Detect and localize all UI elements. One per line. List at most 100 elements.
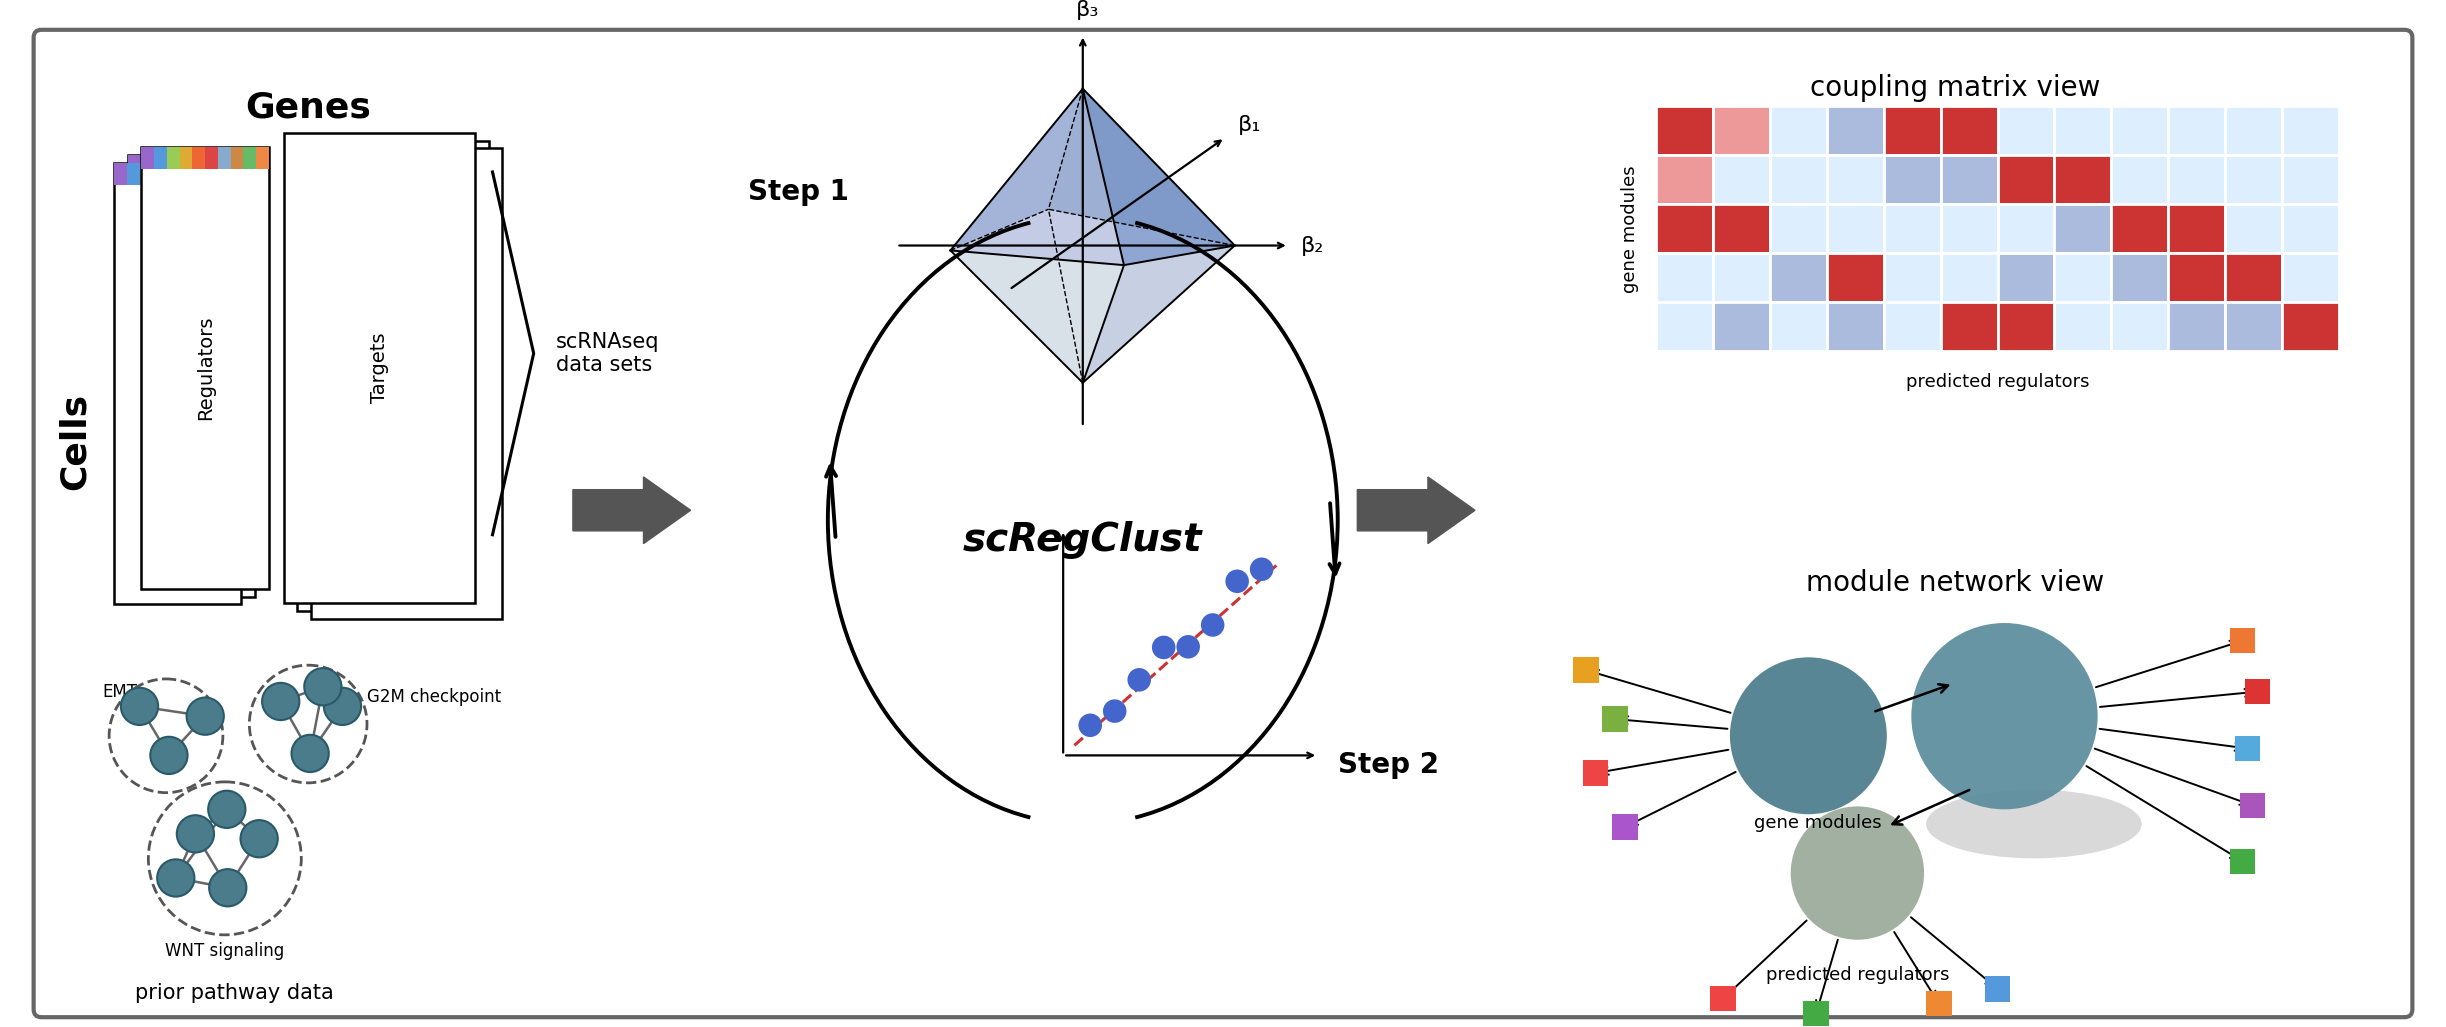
Bar — [139, 163, 152, 185]
Circle shape — [157, 860, 193, 897]
Bar — [1998, 106, 2055, 155]
Bar — [1998, 155, 2055, 204]
Circle shape — [149, 736, 188, 774]
Bar — [2226, 155, 2282, 204]
Bar — [1940, 155, 1998, 204]
Text: coupling matrix view: coupling matrix view — [1810, 74, 2101, 102]
Bar — [139, 155, 154, 177]
Text: module network view: module network view — [1805, 569, 2104, 597]
Bar — [1940, 106, 1998, 155]
Bar — [2111, 155, 2167, 204]
Bar — [2111, 106, 2167, 155]
Bar — [311, 149, 501, 619]
Bar — [1712, 155, 1771, 204]
Text: scRegClust: scRegClust — [964, 521, 1203, 559]
Circle shape — [240, 821, 279, 858]
Circle shape — [1729, 657, 1886, 814]
Circle shape — [1910, 623, 2099, 809]
Bar — [230, 155, 242, 177]
Bar — [203, 155, 218, 177]
Bar — [1712, 204, 1771, 254]
Bar — [2282, 204, 2338, 254]
Bar — [2167, 106, 2226, 155]
Text: β₂: β₂ — [1301, 235, 1323, 256]
Circle shape — [303, 669, 342, 706]
Bar — [127, 155, 139, 177]
Bar — [2282, 254, 2338, 302]
Text: Genes: Genes — [245, 90, 372, 124]
Circle shape — [1250, 558, 1274, 581]
Polygon shape — [951, 88, 1084, 251]
Bar — [1827, 254, 1883, 302]
Bar — [2282, 155, 2338, 204]
Text: Step 2: Step 2 — [1338, 751, 1438, 779]
FancyArrow shape — [572, 477, 690, 543]
Circle shape — [1152, 636, 1177, 659]
Bar — [2111, 302, 2167, 351]
Polygon shape — [1049, 88, 1235, 245]
Bar — [115, 163, 127, 185]
Bar — [1940, 302, 1998, 351]
Bar — [1771, 302, 1827, 351]
Text: Cells: Cells — [59, 393, 93, 490]
Bar — [1656, 106, 1712, 155]
Bar — [1710, 986, 1737, 1012]
Bar — [230, 148, 245, 169]
Bar — [2167, 254, 2226, 302]
Bar — [1573, 657, 1600, 683]
Circle shape — [1177, 635, 1201, 658]
Bar — [191, 155, 203, 177]
Text: gene modules: gene modules — [1622, 165, 1639, 293]
Bar — [242, 155, 254, 177]
Circle shape — [210, 869, 247, 907]
Bar — [2167, 204, 2226, 254]
Bar — [205, 148, 218, 169]
Bar — [2055, 106, 2111, 155]
Circle shape — [1790, 806, 1925, 940]
Bar — [166, 148, 179, 169]
Circle shape — [262, 683, 298, 720]
Bar — [142, 148, 269, 588]
Bar — [2167, 302, 2226, 351]
Bar — [298, 141, 489, 611]
Polygon shape — [1084, 88, 1235, 265]
Bar — [179, 148, 193, 169]
Text: WNT signaling: WNT signaling — [166, 943, 284, 960]
Bar — [2282, 302, 2338, 351]
Bar — [1883, 302, 1940, 351]
Text: gene modules: gene modules — [1754, 814, 1881, 832]
Bar — [1712, 302, 1771, 351]
Bar — [179, 163, 191, 185]
Circle shape — [1225, 570, 1250, 593]
Text: predicted regulators: predicted regulators — [1766, 966, 1949, 984]
Bar — [218, 155, 230, 177]
Bar — [1984, 976, 2011, 1001]
Bar — [2236, 735, 2260, 761]
Bar — [2055, 302, 2111, 351]
Bar — [164, 163, 179, 185]
Text: Regulators: Regulators — [196, 316, 215, 420]
Bar — [1656, 155, 1712, 204]
Bar — [166, 155, 179, 177]
Bar — [257, 148, 269, 169]
Circle shape — [120, 688, 159, 725]
Bar — [2111, 254, 2167, 302]
Bar — [1656, 302, 1712, 351]
Bar — [152, 163, 164, 185]
Ellipse shape — [1925, 790, 2143, 859]
Bar — [127, 163, 139, 185]
Bar — [191, 163, 203, 185]
Circle shape — [1079, 714, 1103, 737]
Circle shape — [1201, 613, 1225, 637]
Bar — [1883, 254, 1940, 302]
Bar — [154, 148, 166, 169]
FancyArrow shape — [1358, 477, 1475, 543]
Circle shape — [186, 697, 225, 734]
Bar — [1883, 106, 1940, 155]
Bar — [1771, 204, 1827, 254]
Bar — [1771, 155, 1827, 204]
Bar — [1771, 106, 1827, 155]
Bar — [1883, 155, 1940, 204]
Bar — [218, 148, 230, 169]
Bar — [2241, 793, 2265, 819]
